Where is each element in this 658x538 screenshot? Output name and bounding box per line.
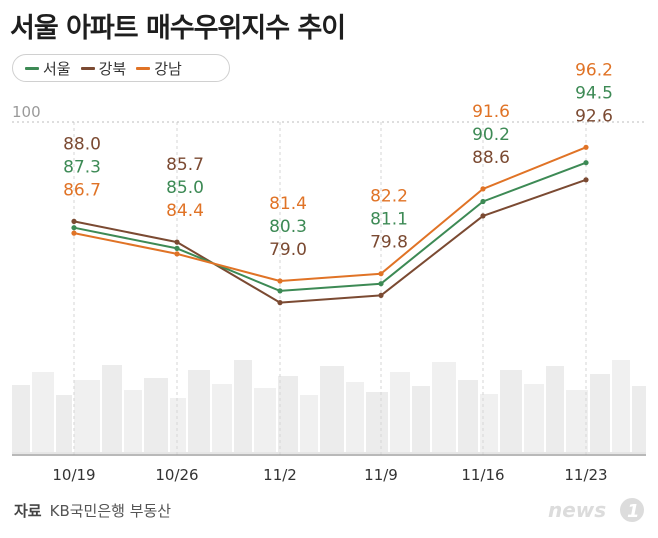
data-point: [277, 278, 283, 284]
skyline-building: [300, 395, 318, 455]
data-point: [71, 230, 77, 236]
data-label: 79.8: [370, 233, 408, 253]
data-label: 86.7: [63, 180, 101, 200]
skyline-building: [546, 366, 564, 455]
data-point: [174, 245, 180, 251]
skyline-base: [12, 452, 646, 456]
data-label: 88.0: [63, 134, 101, 154]
skyline-building: [12, 385, 30, 455]
data-point: [378, 292, 384, 298]
skyline-building: [144, 378, 168, 455]
skyline-building: [390, 372, 410, 455]
skyline-building: [412, 386, 430, 455]
skyline-building: [590, 374, 610, 455]
chart-title: 서울 아파트 매수우위지수 추이: [10, 13, 346, 44]
skyline-building: [458, 380, 478, 455]
series-lines: [71, 144, 589, 306]
data-point: [480, 213, 486, 219]
data-label: 85.7: [166, 155, 204, 175]
data-point: [174, 251, 180, 257]
data-label: 91.6: [472, 102, 510, 122]
skyline-building: [278, 376, 298, 455]
legend-swatch-gangbuk: [80, 66, 95, 70]
skyline-building: [432, 362, 456, 455]
x-axis: 10/19 10/26 11/2 11/9 11/16 11/23: [12, 454, 646, 484]
data-label: 94.5: [575, 83, 613, 103]
skyline-building: [500, 370, 522, 455]
data-point: [583, 177, 589, 183]
data-label: 85.0: [166, 178, 204, 198]
legend-item-gangnam: 강남: [136, 58, 182, 79]
skyline-building: [170, 398, 186, 455]
skyline-building: [212, 384, 232, 455]
data-point: [378, 281, 384, 287]
logo-text: news: [548, 498, 606, 522]
reference-line-label: 100: [12, 103, 41, 121]
series-line-서울: [73, 161, 587, 292]
data-point: [480, 186, 486, 192]
series-line-강북: [73, 178, 587, 304]
data-label: 81.4: [269, 194, 307, 214]
data-label: 96.2: [575, 60, 613, 80]
skyline-building: [320, 366, 344, 455]
data-point: [277, 300, 283, 306]
series-line-강남: [73, 146, 587, 282]
data-label: 80.3: [269, 217, 307, 237]
skyline-building: [124, 390, 142, 455]
skyline-building: [612, 360, 630, 455]
skyline-building: [102, 365, 122, 455]
skyline-building: [188, 370, 210, 455]
data-point: [480, 198, 486, 205]
skyline-building: [74, 380, 100, 455]
skyline-building: [524, 384, 544, 455]
data-label: 90.2: [472, 125, 510, 145]
legend-label-gangnam: 강남: [154, 59, 182, 78]
skyline-building: [346, 382, 364, 455]
news1-logo: news 1: [548, 498, 644, 522]
data-label: 82.2: [370, 187, 408, 207]
skyline-building: [632, 386, 646, 455]
data-label: 87.3: [63, 157, 101, 177]
skyline-building: [480, 394, 498, 455]
skyline-building: [566, 390, 588, 455]
data-label: 88.6: [472, 148, 510, 168]
data-point: [378, 271, 384, 277]
data-point: [71, 218, 77, 224]
data-labels: 88.0 87.3 86.7 85.7 85.0 84.4 81.4 80.3 79.0 82.2…: [63, 60, 613, 260]
legend-item-seoul: 서울: [25, 58, 71, 79]
skyline-building: [254, 388, 276, 455]
data-label: 79.0: [269, 240, 307, 260]
x-tick-label: 11/2: [263, 466, 297, 484]
skyline-building: [234, 360, 252, 455]
data-point: [71, 225, 77, 231]
legend-label-seoul: 서울: [43, 59, 71, 78]
x-tick-label: 10/26: [155, 466, 198, 484]
x-tick-label: 11/23: [564, 466, 607, 484]
x-tick-label: 10/19: [52, 466, 95, 484]
data-point: [277, 288, 283, 294]
data-point: [174, 239, 180, 245]
data-label: 84.4: [166, 201, 204, 221]
legend-swatch-seoul: [25, 66, 39, 70]
skyline-background: [12, 360, 646, 456]
source-text: KB국민은행 부동산: [49, 502, 172, 520]
data-point: [583, 160, 589, 166]
legend: 서울 강북 강남: [12, 54, 230, 82]
source-note: 자료 KB국민은행 부동산: [14, 500, 171, 521]
source-label: 자료: [14, 502, 42, 520]
svg-text:1: 1: [627, 501, 640, 522]
skyline-building: [32, 372, 54, 455]
legend-swatch-gangnam: [136, 66, 151, 70]
data-point: [583, 144, 589, 150]
legend-item-gangbuk: 강북: [80, 58, 127, 79]
x-tick-label: 11/16: [461, 466, 504, 484]
x-tick-label: 11/9: [364, 466, 398, 484]
data-label: 92.6: [575, 106, 613, 126]
skyline-building: [366, 392, 388, 455]
reference-line: 100: [12, 103, 646, 123]
legend-label-gangbuk: 강북: [98, 59, 127, 78]
skyline-building: [56, 395, 72, 455]
data-label: 81.1: [370, 210, 408, 230]
